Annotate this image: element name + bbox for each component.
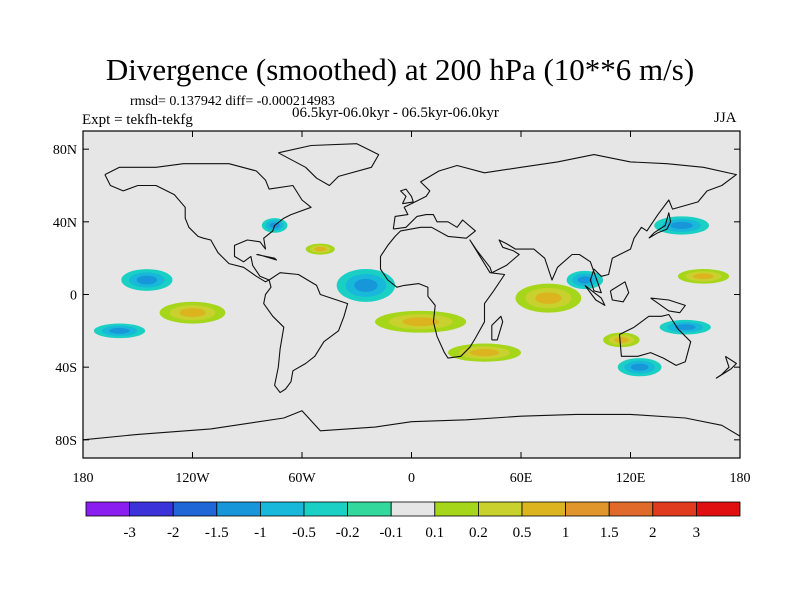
colorbar-label: 0.5 (513, 525, 532, 541)
negative-divergence-region (617, 358, 662, 377)
positive-divergence-region (448, 343, 521, 362)
negative-divergence-region (566, 270, 604, 290)
colorbar-label: -0.2 (336, 525, 360, 541)
divergence-field (93, 216, 730, 377)
new-guinea-coast (650, 297, 686, 314)
lat-tick-label: 40N (53, 216, 77, 231)
map-axes: 80N 40N 0 40S 80S 180 120W 60W 0 60E 120E 180 (53, 131, 751, 486)
colorbar-swatch (434, 501, 479, 517)
colorbar-swatch (259, 501, 305, 517)
negative-divergence-region (93, 323, 146, 339)
south-america-coast (263, 272, 349, 394)
colorbar-swatch (347, 501, 392, 517)
lon-tick-label: 0 (408, 471, 415, 486)
colorbar-label: 1 (562, 525, 570, 541)
madagascar-coast (491, 315, 504, 341)
lat-tick-label: 80S (55, 434, 77, 449)
colorbar-swatch (477, 501, 523, 517)
lat-tick-label: 80N (53, 143, 77, 158)
negative-divergence-region (659, 319, 711, 335)
experiment-label: Expt = tekfh-tekfg (82, 112, 193, 128)
lon-tick-label: 120W (175, 471, 210, 486)
plot-title: Divergence (smoothed) at 200 hPa (10**6 … (105, 52, 695, 87)
colorbar-label: 0.1 (425, 525, 444, 541)
season-label: JJA (714, 110, 737, 126)
japan-coast (648, 212, 672, 239)
colorbar-swatch (85, 501, 130, 517)
negative-divergence-region (336, 269, 396, 302)
coastlines (83, 143, 740, 441)
caribbean-coast (256, 253, 278, 261)
uk-coast (400, 188, 414, 205)
positive-divergence-region (515, 283, 582, 313)
colorbar-label: 3 (693, 525, 701, 541)
negative-divergence-region (121, 269, 173, 291)
colorbar-label: -2 (167, 525, 180, 541)
colorbar-swatch (390, 501, 436, 517)
lon-tick-label: 180 (730, 471, 751, 486)
eurasia-africa-coast (379, 154, 737, 359)
new-zealand-coast (715, 355, 737, 379)
colorbar-swatch (129, 501, 174, 517)
colorbar-label: -1.5 (205, 525, 229, 541)
lon-tick-label: 180 (73, 471, 94, 486)
period-label: 06.5kyr-06.0kyr - 06.5kyr-06.0kyr (292, 105, 499, 121)
lon-tick-label: 60E (510, 471, 533, 486)
colorbar-swatch (696, 501, 741, 517)
colorbar-swatch (608, 501, 654, 517)
sumatra-coast (584, 284, 606, 306)
colorbar-label: 1.5 (600, 525, 619, 541)
borneo-coast (609, 281, 630, 303)
colorbar-label: 0.2 (469, 525, 488, 541)
colorbar: -3 -2 -1.5 -1 -0.5 -0.2 -0.1 0.1 0.2 0.5 1 1.5 2 3 (85, 501, 741, 541)
positive-divergence-region (159, 301, 226, 324)
positive-divergence-region (305, 243, 335, 255)
colorbar-label: -0.5 (292, 525, 316, 541)
colorbar-swatch (172, 501, 218, 517)
lat-tick-label: 0 (70, 289, 77, 304)
colorbar-label: -0.1 (379, 525, 403, 541)
greenland-coast (278, 143, 380, 187)
lon-tick-label: 60W (288, 471, 316, 486)
colorbar-label: -3 (123, 525, 136, 541)
positive-divergence-region (677, 269, 730, 284)
colorbar-swatch (565, 501, 610, 517)
stats-label: rmsd= 0.137942 diff= -0.000214983 (130, 94, 335, 109)
lon-tick-label: 120E (616, 471, 646, 486)
colorbar-swatch (521, 501, 566, 517)
lat-tick-label: 40S (55, 361, 77, 376)
colorbar-swatch (652, 501, 697, 517)
positive-divergence-region (603, 332, 640, 348)
positive-divergence-region (375, 310, 467, 333)
map-background (83, 131, 740, 458)
colorbar-swatch (216, 501, 261, 517)
antarctica-coast (83, 410, 740, 441)
australia-coast (618, 313, 692, 366)
negative-divergence-region (654, 216, 709, 235)
colorbar-label: -1 (254, 525, 267, 541)
colorbar-label: 2 (649, 525, 657, 541)
colorbar-swatch (303, 501, 348, 517)
north-america-coast (104, 163, 312, 283)
